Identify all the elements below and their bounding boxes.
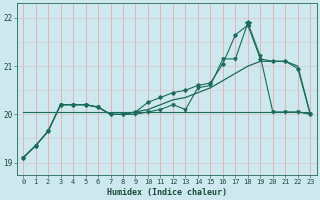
X-axis label: Humidex (Indice chaleur): Humidex (Indice chaleur) [107,188,227,197]
